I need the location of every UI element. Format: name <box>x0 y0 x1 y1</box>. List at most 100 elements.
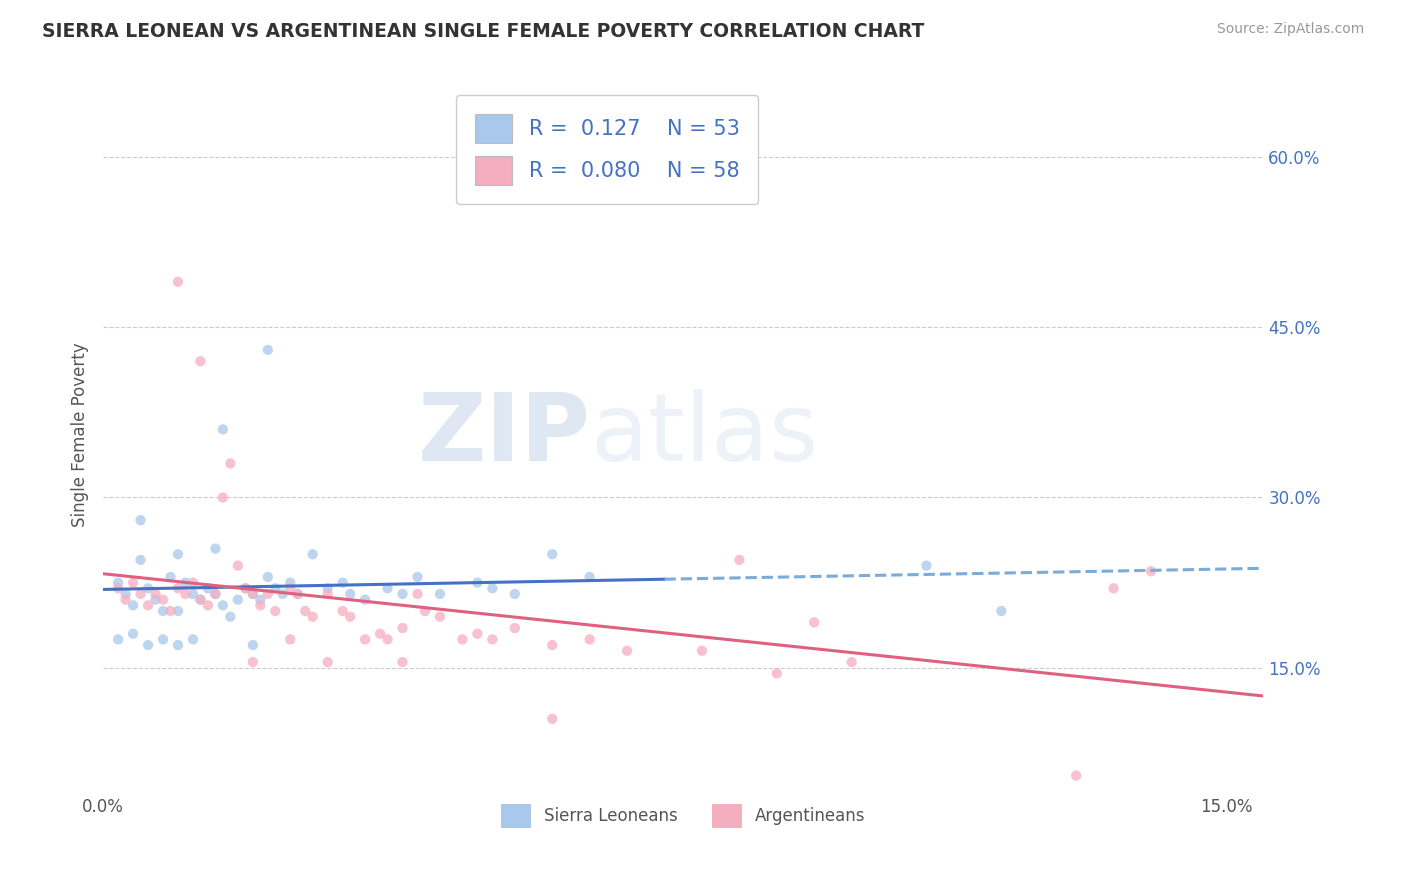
Point <box>235 582 257 596</box>
Point <box>578 632 600 647</box>
Point <box>256 570 278 584</box>
Point <box>1102 582 1125 596</box>
Point <box>204 587 226 601</box>
Point <box>301 547 323 561</box>
Point <box>316 655 339 669</box>
Point <box>249 599 271 613</box>
Point <box>339 587 361 601</box>
Point <box>841 655 863 669</box>
Point <box>332 604 354 618</box>
Point <box>249 592 271 607</box>
Point <box>114 592 136 607</box>
Point <box>990 604 1012 618</box>
Point <box>197 582 219 596</box>
Point <box>107 632 129 647</box>
Point <box>152 592 174 607</box>
Point <box>167 604 190 618</box>
Point <box>122 626 145 640</box>
Point <box>167 582 190 596</box>
Point <box>316 582 339 596</box>
Point <box>413 604 436 618</box>
Point <box>107 575 129 590</box>
Point <box>332 575 354 590</box>
Point <box>503 621 526 635</box>
Point <box>264 582 287 596</box>
Point <box>429 587 451 601</box>
Point <box>190 354 212 368</box>
Point <box>145 592 167 607</box>
Point <box>167 275 190 289</box>
Point <box>219 609 242 624</box>
Point <box>368 626 391 640</box>
Point <box>242 655 264 669</box>
Point <box>377 582 399 596</box>
Point <box>219 457 242 471</box>
Point <box>212 422 235 436</box>
Point <box>728 553 751 567</box>
Point <box>429 609 451 624</box>
Point <box>354 632 377 647</box>
Text: SIERRA LEONEAN VS ARGENTINEAN SINGLE FEMALE POVERTY CORRELATION CHART: SIERRA LEONEAN VS ARGENTINEAN SINGLE FEM… <box>42 22 925 41</box>
Point <box>406 587 429 601</box>
Point <box>174 587 197 601</box>
Point <box>226 592 249 607</box>
Point <box>316 587 339 601</box>
Text: Source: ZipAtlas.com: Source: ZipAtlas.com <box>1216 22 1364 37</box>
Point <box>271 587 294 601</box>
Point <box>242 587 264 601</box>
Point <box>256 343 278 357</box>
Point <box>190 592 212 607</box>
Point <box>690 644 713 658</box>
Point <box>391 621 413 635</box>
Point <box>1140 564 1163 578</box>
Point <box>287 587 309 601</box>
Point <box>339 609 361 624</box>
Point <box>616 644 638 658</box>
Point <box>242 587 264 601</box>
Point <box>235 582 257 596</box>
Point <box>541 638 564 652</box>
Text: atlas: atlas <box>591 389 818 481</box>
Point <box>204 587 226 601</box>
Point <box>391 655 413 669</box>
Point <box>129 513 152 527</box>
Point <box>167 547 190 561</box>
Point <box>152 632 174 647</box>
Point <box>159 570 181 584</box>
Point <box>377 632 399 647</box>
Point <box>136 582 159 596</box>
Point <box>294 604 316 618</box>
Point <box>467 626 489 640</box>
Point <box>197 599 219 613</box>
Point <box>406 570 429 584</box>
Point <box>181 632 204 647</box>
Point <box>226 558 249 573</box>
Legend: Sierra Leoneans, Argentineans: Sierra Leoneans, Argentineans <box>495 797 872 834</box>
Point <box>354 592 377 607</box>
Point <box>278 632 301 647</box>
Point <box>578 570 600 584</box>
Point <box>107 582 129 596</box>
Point <box>803 615 825 630</box>
Point <box>181 587 204 601</box>
Point <box>278 575 301 590</box>
Point <box>136 599 159 613</box>
Point <box>915 558 938 573</box>
Point <box>212 491 235 505</box>
Point <box>481 582 503 596</box>
Point <box>451 632 474 647</box>
Point <box>391 587 413 601</box>
Point <box>278 582 301 596</box>
Point <box>481 632 503 647</box>
Point <box>264 604 287 618</box>
Point <box>242 638 264 652</box>
Y-axis label: Single Female Poverty: Single Female Poverty <box>72 343 89 527</box>
Point <box>174 575 197 590</box>
Point <box>212 599 235 613</box>
Point <box>1064 769 1087 783</box>
Point <box>256 587 278 601</box>
Point <box>204 541 226 556</box>
Point <box>541 547 564 561</box>
Point <box>503 587 526 601</box>
Point <box>765 666 787 681</box>
